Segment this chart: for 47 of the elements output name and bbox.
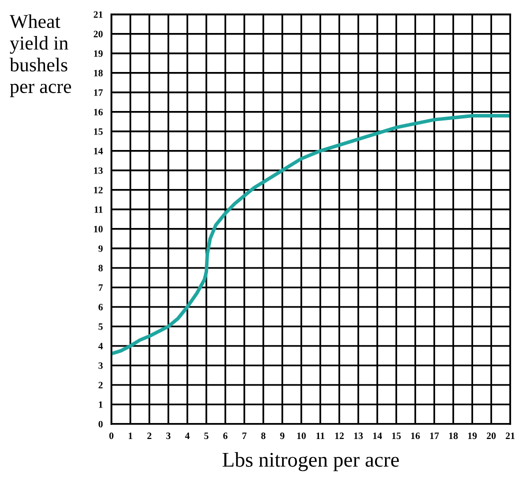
y-tick-label: 4	[98, 342, 103, 350]
x-tick-label: 21	[506, 432, 515, 439]
y-tick-label: 15	[94, 128, 103, 135]
x-tick-label: 0	[109, 432, 114, 440]
x-tick-label: 10	[297, 432, 306, 440]
x-tick-label: 14	[373, 432, 382, 439]
x-tick-label: 16	[411, 432, 420, 440]
x-tick-label: 6	[223, 432, 228, 440]
y-tick-label: 12	[94, 186, 103, 194]
x-tick-label: 11	[316, 432, 324, 439]
y-tick-label: 6	[98, 304, 103, 310]
x-tick-label: 17	[430, 432, 439, 439]
y-tick-label: 17	[94, 89, 103, 96]
x-tick-label: 3	[166, 432, 170, 440]
x-axis-title: Lbs nitrogen per acre	[222, 452, 399, 472]
y-tick-label: 0	[98, 420, 103, 428]
y-tick-label: 7	[98, 284, 103, 291]
y-tick-label: 16	[94, 108, 103, 116]
x-tick-label: 1	[128, 432, 132, 439]
y-axis-title: Wheat yield in bushels per acre	[10, 14, 72, 98]
y-tick-label: 5	[98, 323, 103, 330]
y-tick-label: 14	[94, 148, 103, 154]
x-tick-label: 12	[335, 432, 344, 439]
x-tick-label: 7	[242, 432, 247, 439]
y-tick-label: 3	[98, 362, 103, 369]
x-tick-label: 4	[185, 432, 190, 439]
y-tick-label: 2	[98, 382, 103, 388]
x-tick-label: 15	[392, 432, 401, 440]
x-tick-label: 13	[354, 432, 363, 440]
x-tick-label: 2	[147, 432, 152, 439]
y-tick-label: 10	[94, 226, 103, 232]
y-tick-label: 18	[94, 70, 103, 76]
line-series	[111, 114, 510, 356]
y-tick-label: 9	[98, 245, 103, 252]
x-tick-label: 8	[261, 432, 266, 440]
y-tick-label: 1	[98, 401, 103, 408]
y-tick-label: 21	[94, 11, 103, 18]
y-tick-label: 19	[94, 50, 103, 57]
y-tick-label: 8	[98, 264, 103, 272]
x-tick-label: 18	[449, 432, 458, 440]
y-tick-label: 13	[94, 167, 103, 174]
x-tick-label: 19	[468, 432, 477, 440]
x-tick-label: 9	[280, 432, 284, 440]
y-tick-label: 11	[94, 206, 103, 213]
x-tick-label: 5	[204, 432, 208, 440]
x-tick-label: 20	[486, 432, 496, 440]
y-tick-label: 20	[94, 30, 103, 38]
